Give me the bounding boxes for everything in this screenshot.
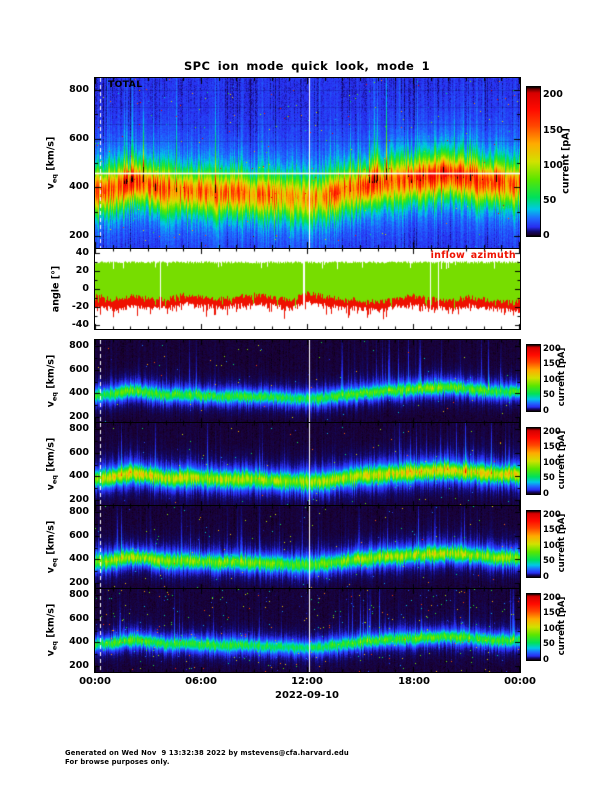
total-spectrogram-canvas	[95, 78, 520, 248]
colorbar-channel-4-tick-200: 200	[543, 592, 561, 603]
channel-4-spectrogram-canvas	[95, 589, 520, 672]
colorbar-total-tick-100: 100	[543, 159, 563, 171]
total-panel-frame: TOTAL	[94, 77, 521, 249]
angle-ytick--40: -40	[71, 318, 89, 330]
channel-1-ytick-600: 600	[69, 363, 89, 375]
channel-2-ytick-600: 600	[69, 446, 89, 458]
total-ytick-800: 800	[69, 84, 89, 96]
channel-4-panel-frame	[94, 588, 521, 673]
colorbar-channel-1-tick-0: 0	[543, 406, 549, 416]
channel-4-ytick-800: 800	[69, 588, 89, 600]
channel-1-ytick-800: 800	[69, 339, 89, 351]
total-panel-label: TOTAL	[108, 80, 143, 90]
channel-3-ytick-200: 200	[69, 577, 89, 589]
colorbar-channel-2-tick-50: 50	[543, 473, 555, 484]
colorbar-channel-4-tick-0: 0	[543, 655, 549, 665]
channel-1-ytick-200: 200	[69, 411, 89, 423]
colorbar-channel-3-tick-0: 0	[543, 572, 549, 582]
colorbar-channel-2-tick-0: 0	[543, 489, 549, 499]
channel-3-y-axis-label: veq [km/s]	[45, 520, 59, 574]
colorbar-total-tick-50: 50	[543, 194, 557, 206]
colorbar-channel-3-tick-200: 200	[543, 509, 561, 520]
colorbar-channel-3-tick-100: 100	[543, 540, 561, 551]
colorbar-channel-2-tick-150: 150	[543, 442, 561, 453]
channel-4-ytick-200: 200	[69, 660, 89, 672]
channel-2-ytick-400: 400	[69, 470, 89, 482]
colorbar-total-tick-150: 150	[543, 124, 563, 136]
channel-3-ytick-800: 800	[69, 505, 89, 517]
channel-2-ytick-800: 800	[69, 422, 89, 434]
colorbar-channel-3	[526, 510, 541, 578]
time-tick-1800: 18:00	[398, 676, 430, 687]
channel-2-spectrogram-canvas	[95, 423, 520, 506]
colorbar-channel-2-tick-200: 200	[543, 426, 561, 437]
colorbar-channel-4-tick-50: 50	[543, 639, 555, 650]
channel-3-ytick-400: 400	[69, 553, 89, 565]
channel-1-y-axis-label: veq [km/s]	[45, 354, 59, 408]
colorbar-channel-1	[526, 344, 541, 412]
channel-3-panel-frame	[94, 505, 521, 590]
page-title: SPC ion mode quick look, mode 1	[183, 59, 431, 73]
footer-generated-line: Generated on Wed Nov 9 13:32:38 2022 by …	[65, 749, 349, 757]
angle-ytick-0: 0	[82, 283, 89, 294]
channel-3-spectrogram-canvas	[95, 506, 520, 589]
colorbar-channel-2	[526, 427, 541, 495]
colorbar-channel-4	[526, 593, 541, 661]
channel-1-spectrogram-canvas	[95, 340, 520, 423]
angle-ytick-40: 40	[75, 247, 89, 259]
channel-2-ytick-200: 200	[69, 494, 89, 506]
time-tick-0000-right: 00:00	[504, 676, 536, 687]
colorbar-channel-1-tick-200: 200	[543, 343, 561, 354]
footer-browse-line: For browse purposes only.	[65, 757, 170, 766]
channel-1-ytick-400: 400	[69, 387, 89, 399]
colorbar-total	[526, 86, 541, 237]
channel-4-ytick-600: 600	[69, 612, 89, 624]
time-tick-1200: 12:00	[291, 676, 323, 687]
inflow-azimuth-canvas	[95, 249, 520, 329]
colorbar-channel-3-tick-50: 50	[543, 556, 555, 567]
angle-ytick--20: -20	[71, 300, 89, 312]
channel-3-ytick-600: 600	[69, 529, 89, 541]
angle-panel-frame: inflow azimuth	[94, 248, 521, 330]
channel-4-y-axis-label: veq [km/s]	[45, 603, 59, 657]
inflow-azimuth-legend: inflow azimuth	[430, 250, 516, 261]
colorbar-channel-4-tick-100: 100	[543, 623, 561, 634]
time-tick-0600: 06:00	[185, 676, 217, 687]
channel-2-y-axis-label: veq [km/s]	[45, 437, 59, 491]
colorbar-channel-4-tick-150: 150	[543, 608, 561, 619]
colorbar-total-tick-0: 0	[543, 230, 550, 241]
colorbar-channel-1-tick-50: 50	[543, 390, 555, 401]
channel-2-panel-frame	[94, 422, 521, 507]
total-ytick-400: 400	[69, 181, 89, 193]
colorbar-channel-2-tick-100: 100	[543, 457, 561, 468]
colorbar-channel-3-tick-150: 150	[543, 525, 561, 536]
colorbar-channel-1-tick-150: 150	[543, 359, 561, 370]
angle-ytick-20: 20	[75, 265, 89, 277]
date-label: 2022-09-10	[275, 690, 339, 701]
channel-4-ytick-400: 400	[69, 636, 89, 648]
total-ytick-600: 600	[69, 132, 89, 144]
channel-1-panel-frame	[94, 339, 521, 424]
colorbar-total-tick-200: 200	[543, 89, 563, 101]
total-ytick-200: 200	[69, 229, 89, 241]
time-tick-0000-left: 00:00	[79, 676, 111, 687]
colorbar-channel-1-tick-100: 100	[543, 374, 561, 385]
